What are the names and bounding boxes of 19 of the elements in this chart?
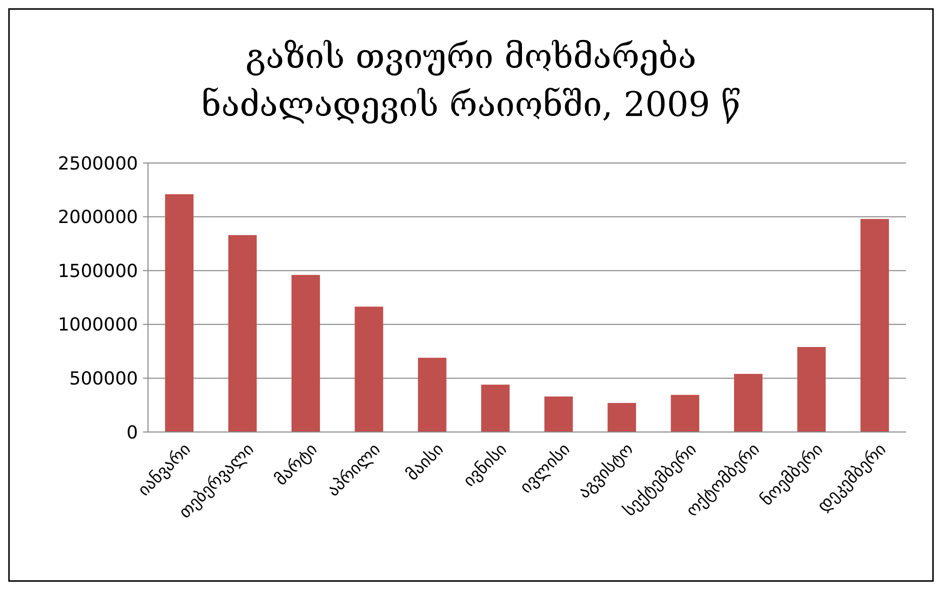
y-tick-label: 500000	[69, 368, 138, 390]
bar	[544, 396, 573, 432]
chart-title: გაზის თვიური მოხმარება ნაძალადევის რაიონში, 2009 წ	[201, 37, 741, 125]
bar	[418, 358, 446, 432]
y-tick-label: 0	[126, 422, 138, 444]
y-tick-label: 1000000	[58, 314, 138, 336]
bar	[608, 402, 636, 432]
y-tick-label: 2000000	[58, 207, 138, 228]
bar	[354, 306, 384, 432]
bar	[481, 384, 510, 432]
bar	[165, 194, 194, 432]
y-tick-label: 2500000	[58, 153, 138, 174]
bar	[292, 274, 320, 432]
bar	[670, 394, 700, 432]
bar	[797, 346, 826, 432]
bar	[734, 374, 762, 432]
y-tick-label: 1500000	[58, 260, 138, 282]
bar	[228, 235, 257, 432]
bar	[860, 218, 889, 432]
